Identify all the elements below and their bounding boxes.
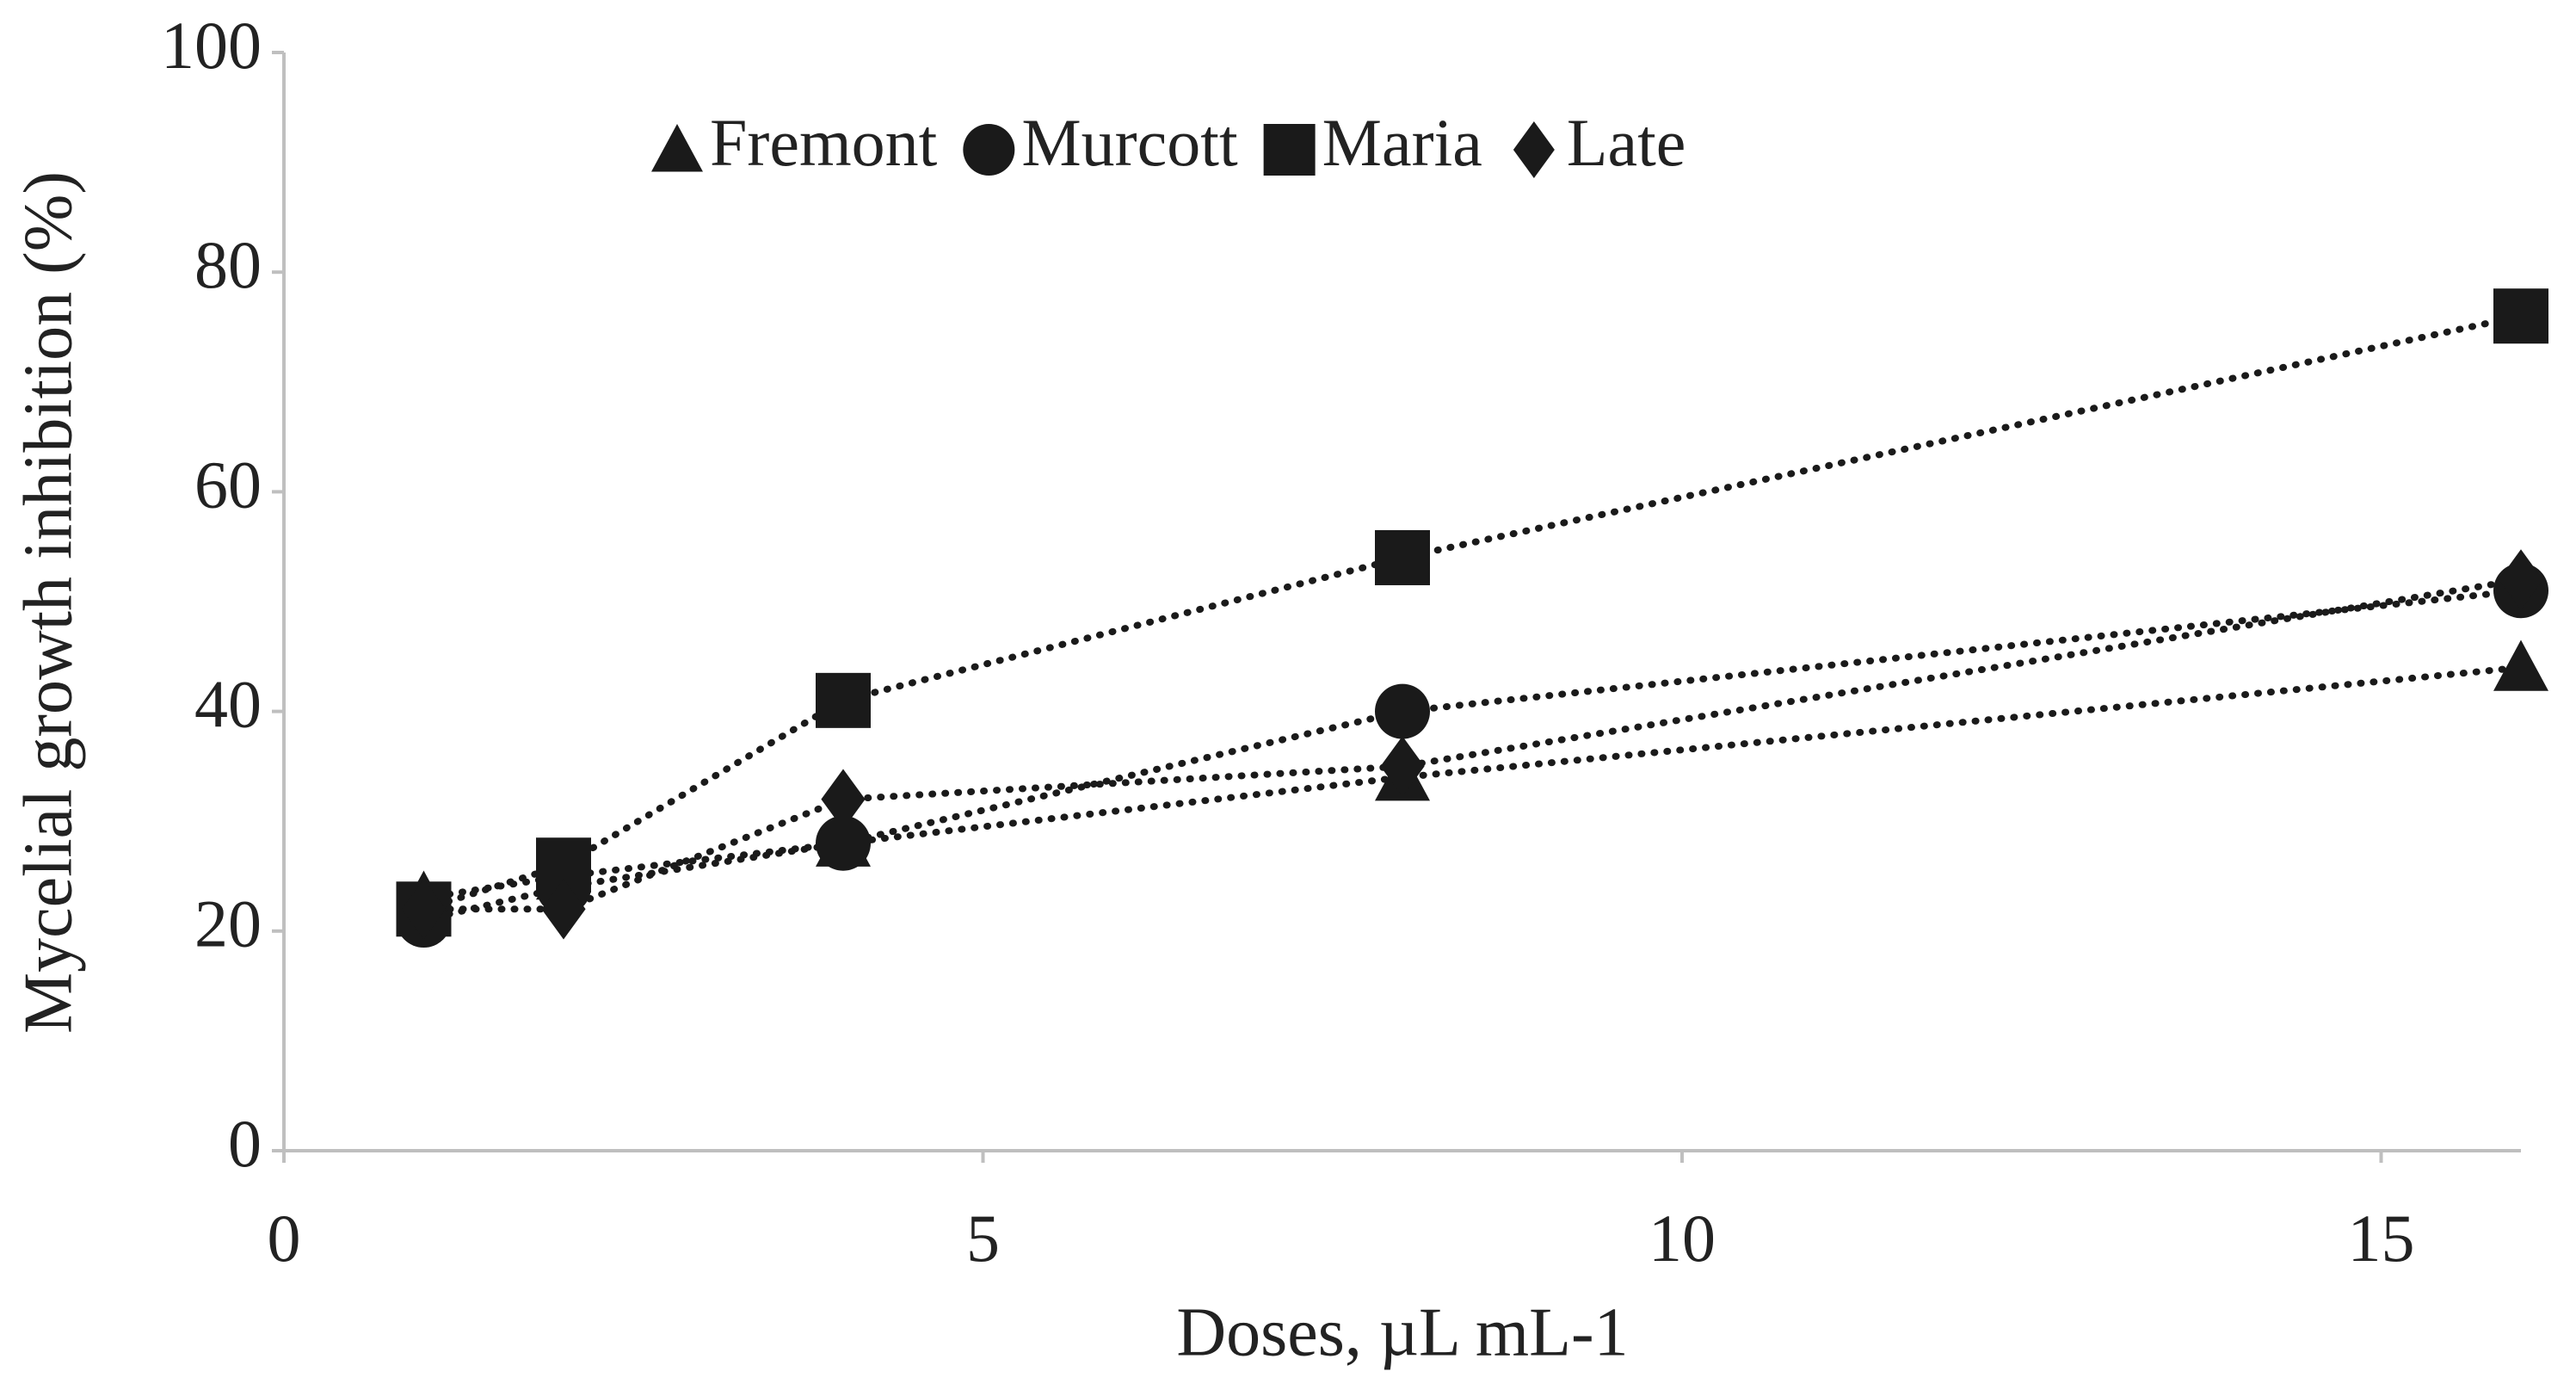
- series: [401, 549, 2543, 940]
- series: [396, 639, 2548, 922]
- legend-marker: [1513, 121, 1555, 178]
- marker: [1375, 683, 1430, 739]
- x-tick-label: 15: [2348, 1201, 2415, 1276]
- x-tick-label: 10: [1649, 1201, 1716, 1276]
- y-tick-label: 80: [194, 227, 262, 302]
- marker: [2493, 639, 2548, 691]
- marker: [1380, 736, 1425, 797]
- x-axis-title: Doses, µL mL-1: [1176, 1294, 1628, 1370]
- series: [396, 288, 2548, 937]
- y-tick-label: 0: [228, 1106, 262, 1181]
- marker: [821, 769, 866, 830]
- y-tick-label: 20: [194, 886, 262, 961]
- legend-label: Fremont: [710, 105, 938, 180]
- marker: [1375, 529, 1430, 585]
- y-tick-label: 60: [194, 447, 262, 522]
- y-tick-label: 100: [161, 8, 262, 83]
- marker: [401, 879, 447, 940]
- marker: [816, 672, 871, 728]
- trend-line: [420, 312, 2524, 913]
- x-tick-label: 5: [966, 1201, 1000, 1276]
- marker: [541, 879, 586, 940]
- legend-label: Late: [1567, 105, 1686, 180]
- marker: [2493, 288, 2548, 344]
- x-tick-label: 0: [268, 1201, 301, 1276]
- legend-marker: [1263, 124, 1316, 176]
- y-axis-title: Mycelial growth inhibition (%): [10, 171, 86, 1034]
- legend-marker: [651, 124, 703, 172]
- marker: [816, 815, 871, 871]
- legend-label: Maria: [1322, 105, 1482, 180]
- legend-marker: [963, 124, 1015, 176]
- legend-label: Murcott: [1021, 105, 1238, 180]
- y-tick-label: 40: [194, 667, 262, 742]
- marker: [2499, 549, 2543, 610]
